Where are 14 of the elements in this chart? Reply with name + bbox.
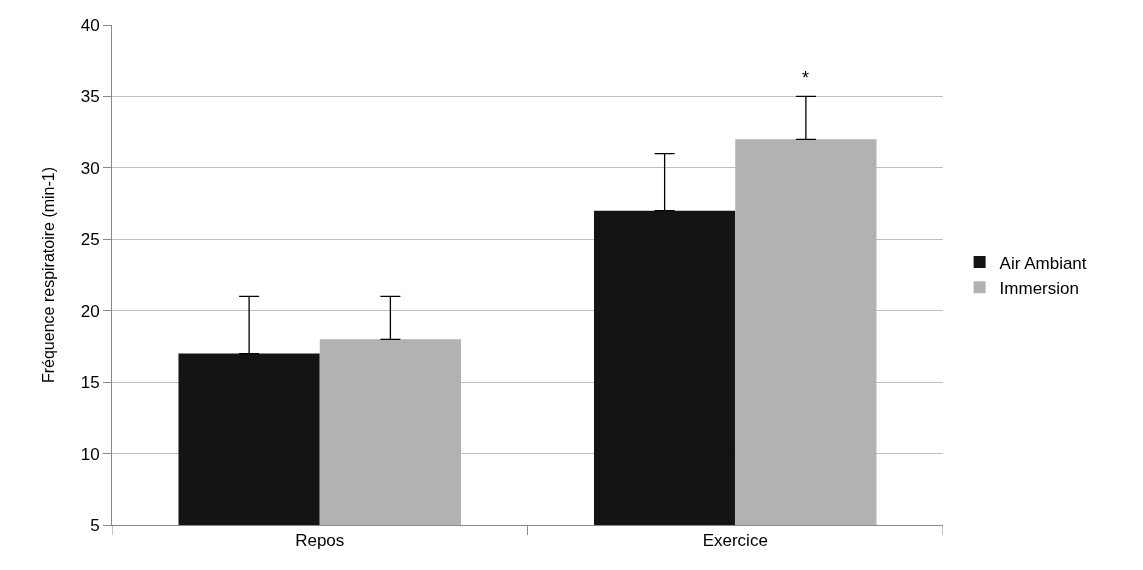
y-tick-label: 15 bbox=[80, 373, 100, 393]
x-tick-label: Repos bbox=[295, 531, 345, 551]
y-tick-label: 40 bbox=[80, 15, 100, 35]
y-tick-label: 5 bbox=[90, 515, 100, 535]
y-tick-label: 35 bbox=[80, 87, 100, 107]
y-axis-title: Fréquence respiratoire (min-1) bbox=[39, 166, 57, 384]
legend-label: Immersion bbox=[999, 278, 1079, 298]
legend-label: Air Ambiant bbox=[999, 253, 1087, 273]
annotation: * bbox=[802, 68, 810, 88]
y-tick-label: 10 bbox=[80, 444, 100, 464]
y-tick-label: 20 bbox=[80, 301, 100, 321]
y-tick-label: 30 bbox=[80, 158, 100, 178]
y-tick-label: 25 bbox=[80, 230, 100, 250]
x-tick-label: Exercice bbox=[702, 531, 768, 551]
